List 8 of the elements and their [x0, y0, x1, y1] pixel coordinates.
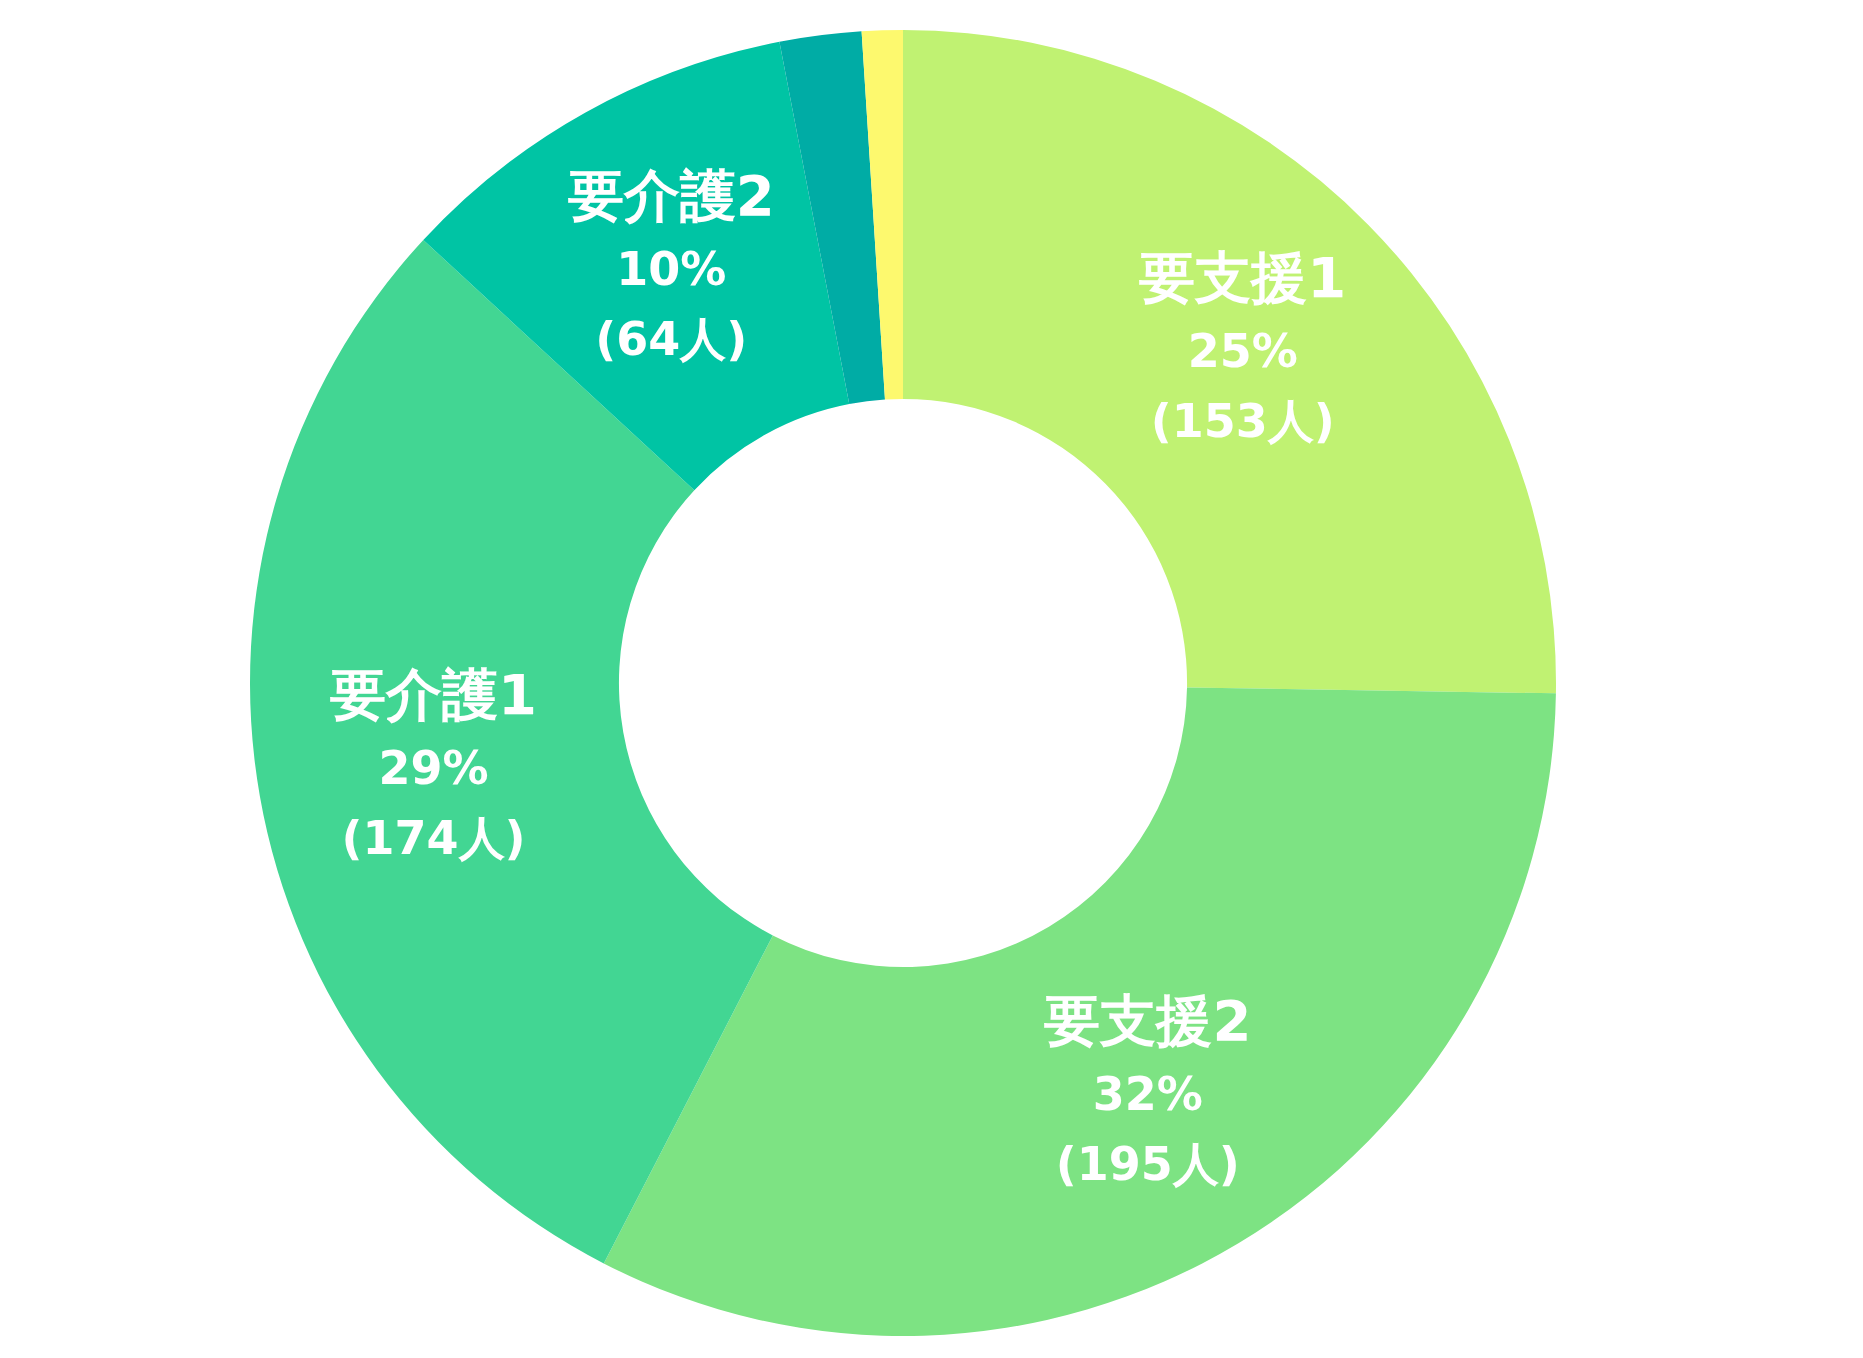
slice-label: 要支援2 [1044, 988, 1252, 1054]
data-label: 25% (153人) [1150, 323, 1335, 448]
slice-label: 要介護1 [330, 661, 538, 727]
data-label: 29% (174人) [341, 740, 526, 865]
slice-label: 要介護2 [567, 162, 775, 228]
data-label: 10% (64人) [595, 241, 748, 366]
data-label: 32% (195人) [1055, 1067, 1240, 1192]
slice-label: 要支援1 [1139, 244, 1347, 310]
